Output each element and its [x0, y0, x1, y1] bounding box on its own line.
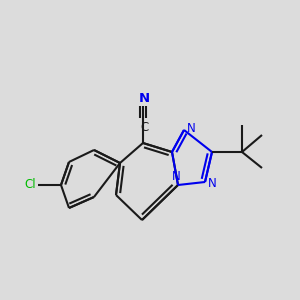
Text: N: N	[186, 122, 195, 135]
Text: Cl: Cl	[24, 178, 36, 191]
Text: N: N	[139, 92, 150, 104]
Text: N: N	[207, 177, 216, 190]
Text: C: C	[140, 121, 148, 134]
Text: N: N	[172, 170, 181, 184]
